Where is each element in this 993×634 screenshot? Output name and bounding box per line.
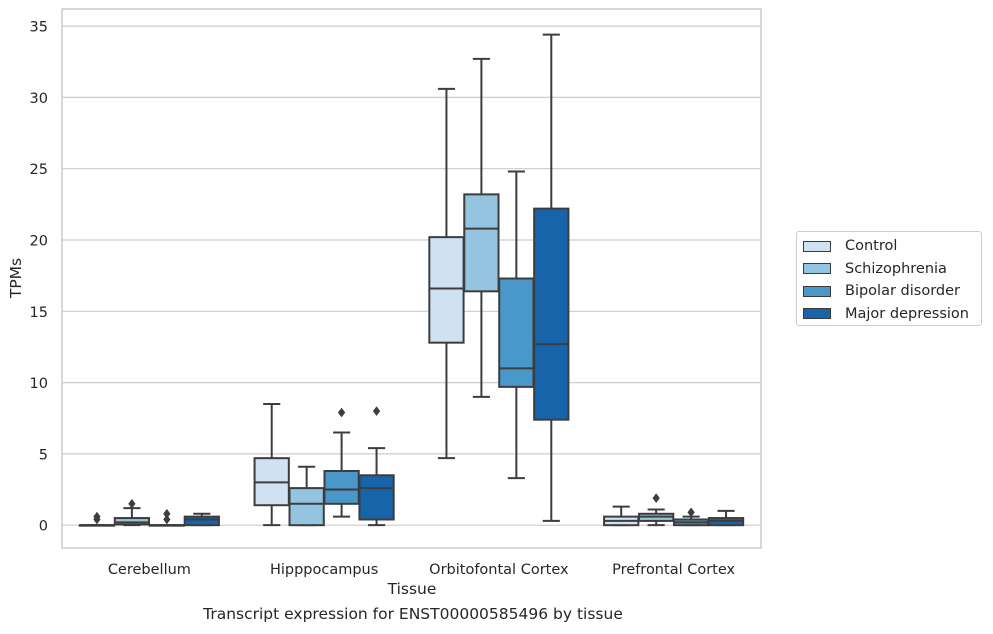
legend-swatch-bipolar-disorder <box>803 285 831 297</box>
box <box>463 193 500 293</box>
legend-item-schizophrenia: Schizophrenia <box>803 258 981 281</box>
legend-swatch-control <box>803 240 831 252</box>
x-tick-label: Orbitofontal Cortex <box>429 562 569 578</box>
outlier-point <box>163 514 171 525</box>
y-tick-label: 30 <box>30 91 48 107</box>
x-tick-label: Hipppocampus <box>270 562 378 578</box>
box <box>533 207 570 421</box>
plot-frame <box>61 8 762 549</box>
legend-item-control: Control <box>803 235 981 258</box>
outlier-point <box>128 498 136 509</box>
legend-swatch-schizophrenia <box>803 263 831 275</box>
outlier-point <box>372 406 381 417</box>
box <box>498 277 535 388</box>
outlier-point <box>163 508 171 519</box>
y-tick-label: 35 <box>30 20 48 36</box>
legend-label-schizophrenia: Schizophrenia <box>845 260 947 277</box>
box <box>183 515 220 527</box>
outlier-point <box>687 507 695 518</box>
legend-swatch-major-depression <box>803 308 831 320</box>
y-tick-label: 10 <box>30 376 48 392</box>
y-tick-label: 15 <box>30 305 48 321</box>
outlier-point <box>652 493 660 504</box>
outlier-point <box>93 511 101 522</box>
legend: Control Schizophrenia Bipolar disorder M… <box>796 231 982 326</box>
y-axis-label: TPMs <box>7 257 25 299</box>
legend-item-major-depression: Major depression <box>803 303 981 326</box>
legend-label-major-depression: Major depression <box>845 305 969 322</box>
x-tick-label: Cerebellum <box>108 562 191 578</box>
box <box>428 236 465 344</box>
x-axis-label: Tissue <box>387 580 437 598</box>
y-tick-label: 5 <box>39 447 48 463</box>
legend-item-bipolar-disorder: Bipolar disorder <box>803 280 981 303</box>
outlier-point <box>337 407 346 418</box>
y-tick-label: 25 <box>30 162 48 178</box>
chart-title: Transcript expression for ENST0000058549… <box>203 605 623 623</box>
x-tick-label: Prefrontal Cortex <box>612 562 735 578</box>
box <box>113 517 151 526</box>
y-tick-label: 0 <box>39 519 48 535</box>
legend-label-bipolar-disorder: Bipolar disorder <box>845 283 960 300</box>
legend-label-control: Control <box>845 238 898 255</box>
y-tick-label: 20 <box>30 234 48 250</box>
box <box>323 470 360 505</box>
box <box>358 474 395 521</box>
box <box>288 487 325 527</box>
